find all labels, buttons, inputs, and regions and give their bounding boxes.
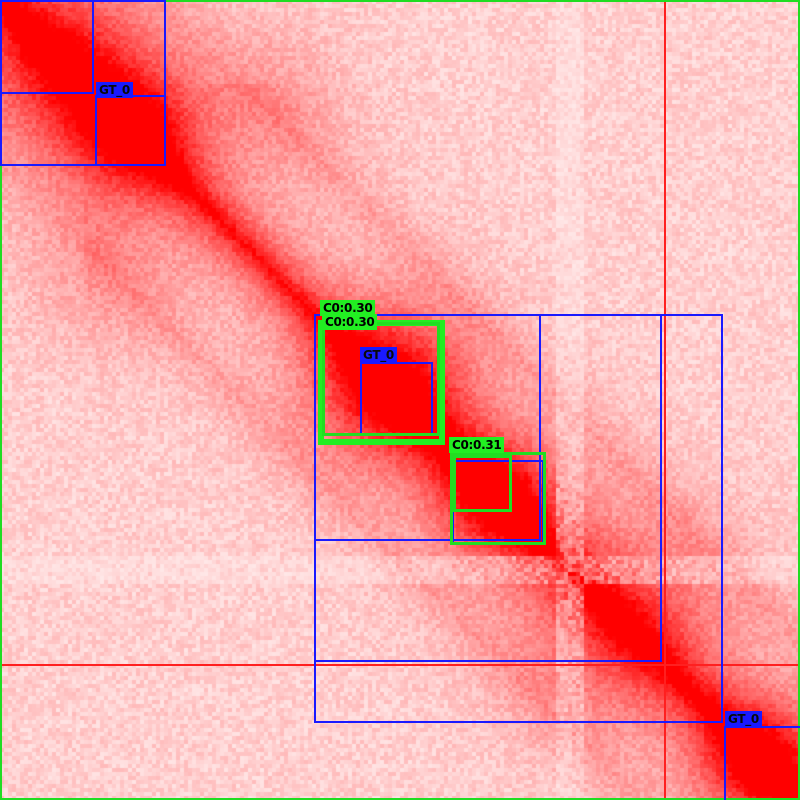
prediction-label-a: C0:0.30 [320,300,376,316]
gt-box-bottom-right [724,726,800,800]
prediction-box-a-inner [322,322,440,436]
vertical-stripe [664,0,666,800]
gt-label: GT_0 [360,347,397,363]
gt-box-mid-small [314,314,541,541]
prediction-box-b [450,452,546,545]
horizontal-stripe [0,664,800,666]
gt-label: GT_0 [725,711,762,727]
prediction-box-b-inner [453,455,512,512]
prediction-label-a: C0:0.30 [322,314,378,330]
gt-box-top-left-inner [95,95,166,166]
prediction-label-b: C0:0.31 [449,437,505,453]
gt-label: GT_0 [96,82,133,98]
gt-box-top-left-small [0,0,94,94]
